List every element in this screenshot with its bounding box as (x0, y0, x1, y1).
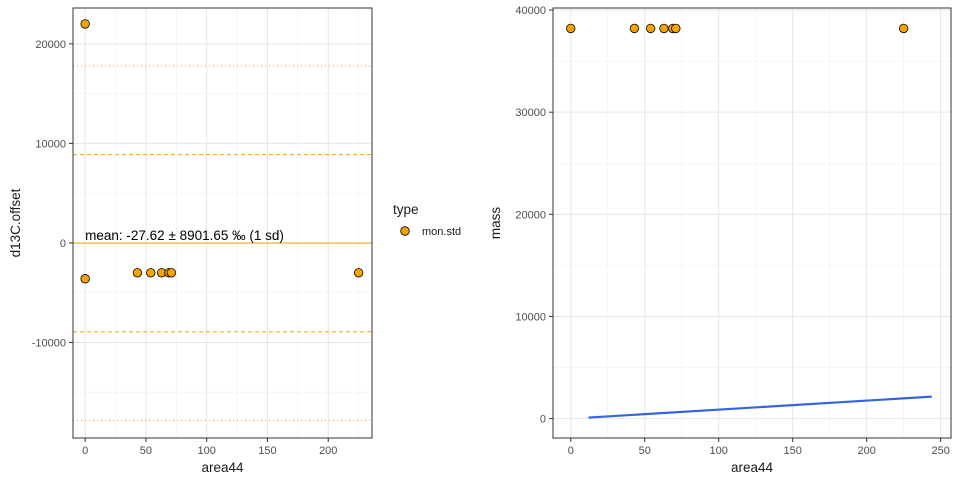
left-panel-points (80, 19, 364, 284)
right-y-axis-title: mass (488, 207, 503, 240)
regression-line (588, 395, 932, 419)
legend-label-mon-std: mon.std (422, 226, 461, 238)
x-tick-label: 200 (857, 445, 875, 457)
panel-background (73, 8, 372, 438)
y-tick-label: 20000 (35, 39, 66, 51)
x-tick-label: 0 (82, 445, 88, 457)
data-point (132, 268, 143, 278)
legend-key-mon-std (400, 226, 410, 236)
left-panel-ticks: 0 50 100 150 200 -10000 0 10000 20000 (32, 39, 338, 457)
data-point (146, 268, 156, 278)
panel-background (553, 8, 951, 438)
data-point (80, 19, 90, 29)
x-tick-label: 150 (784, 445, 802, 457)
left-panel: mean: -27.62 ± 8901.65 ‰ (1 sd) 0 50 100 15… (8, 7, 373, 475)
x-tick-label: 100 (710, 445, 728, 457)
data-point (629, 23, 640, 34)
y-tick-label: 0 (60, 238, 66, 250)
y-tick-label: 20000 (515, 209, 546, 221)
right-panel-grid (553, 8, 951, 438)
right-x-axis-title: area44 (731, 460, 774, 475)
y-tick-label: 10000 (515, 311, 546, 323)
data-point (566, 23, 576, 34)
y-tick-label: -10000 (32, 337, 66, 349)
x-tick-label: 0 (568, 445, 574, 457)
x-tick-label: 200 (319, 445, 337, 457)
data-point (166, 268, 177, 278)
data-point (645, 23, 656, 34)
mean-annotation: mean: -27.62 ± 8901.65 ‰ (1 sd) (85, 228, 284, 243)
left-panel-reference-lines (73, 65, 372, 421)
right-panel-ticks: 0 50 100 150 200 250 0 10000 20000 30000 40000 (515, 5, 949, 457)
left-y-axis-title: d13C.offset (8, 188, 23, 257)
data-point (659, 23, 669, 34)
y-tick-label: 10000 (35, 138, 66, 150)
right-panel-points (566, 23, 909, 34)
x-tick-label: 100 (198, 445, 216, 457)
data-point (80, 274, 90, 284)
legend: type mon.std (393, 202, 461, 238)
left-panel-grid (73, 8, 372, 438)
x-tick-label: 50 (140, 445, 152, 457)
y-tick-label: 40000 (515, 5, 546, 17)
y-tick-label: 30000 (515, 107, 546, 119)
x-tick-label: 250 (931, 445, 949, 457)
x-tick-label: 150 (258, 445, 276, 457)
right-panel-border (552, 7, 952, 439)
data-point (353, 268, 364, 278)
legend-title: type (393, 202, 419, 217)
left-x-axis-title: area44 (201, 460, 244, 475)
data-point (671, 23, 681, 34)
y-tick-label: 0 (540, 414, 546, 426)
left-panel-border (72, 7, 373, 439)
data-point (898, 23, 909, 34)
right-panel-fit-line (588, 395, 932, 419)
x-tick-label: 50 (639, 445, 651, 457)
right-panel: 0 50 100 150 200 250 0 10000 20000 30000 40000 are… (488, 5, 952, 475)
